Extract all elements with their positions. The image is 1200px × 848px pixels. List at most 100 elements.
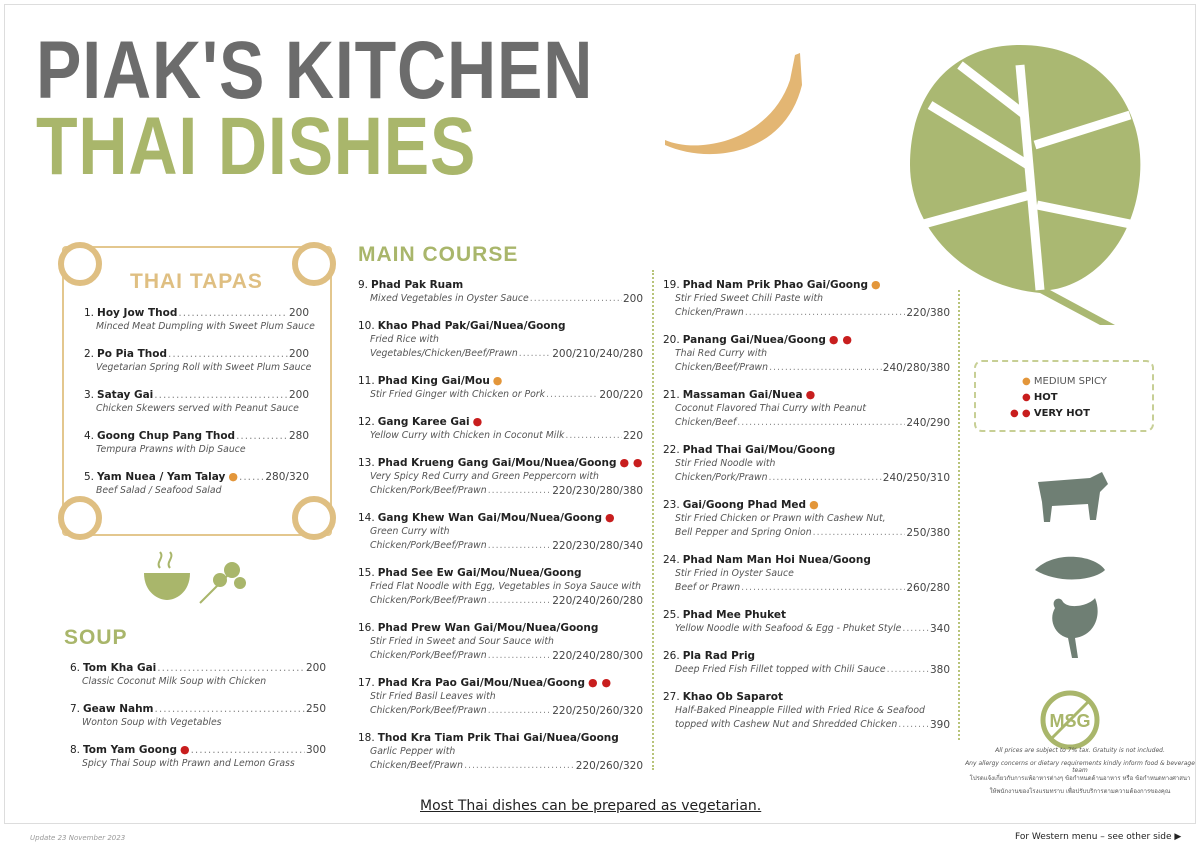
dish-description: Deep Fried Fish Fillet topped with Chili… xyxy=(663,663,950,677)
price: 220/240/280/300 xyxy=(552,650,643,662)
price: 200 xyxy=(288,348,309,360)
hot-icon: ● xyxy=(472,415,483,428)
menu-item: 7.Geaw Nahm250Wonton Soup with Vegetable… xyxy=(70,702,326,730)
dish-description: Fried Flat Noodle with Egg, Vegetables i… xyxy=(370,581,641,592)
price: 220/230/280/380 xyxy=(552,485,643,497)
dish-description: Chicken/Beef/Prawn220/260/320 xyxy=(358,759,643,773)
legend-very-hot: VERY HOT xyxy=(1033,408,1090,419)
vine-divider xyxy=(958,290,964,740)
dish-description: Garlic Pepper with xyxy=(370,746,456,757)
very-hot-icon: ● ● xyxy=(588,676,612,689)
price: 220/250/260/320 xyxy=(552,705,643,717)
dish-description: Coconut Flavored Thai Curry with Peanut xyxy=(675,403,867,414)
dish-description: Stir Fried Sweet Chili Paste with xyxy=(675,293,824,304)
price: 300 xyxy=(305,744,326,756)
western-menu-link[interactable]: For Western menu – see other side ▶ xyxy=(1015,832,1182,842)
price: 220/230/280/340 xyxy=(552,540,643,552)
price: 280 xyxy=(288,430,309,442)
medium-spicy-icon: ● xyxy=(871,278,881,291)
dish-description: Chicken Skewers served with Peanut Sauce xyxy=(96,403,299,414)
thai-note-2: ให้พนักงานของโรงแรมทราบ เพื่อปรับบริการต… xyxy=(989,788,1171,795)
soup-bowl-herbs-icon xyxy=(144,551,246,604)
dish-description: Vegetarian Spring Roll with Sweet Plum S… xyxy=(96,362,312,373)
dish-description: Chicken/Beef/Prawn240/280/380 xyxy=(663,361,950,375)
vine-divider xyxy=(652,270,658,770)
thai-tapas-frame xyxy=(58,242,336,540)
dish-name: Phad Mee Phuket xyxy=(682,609,786,621)
dish-description: Beef or Prawn260/280 xyxy=(663,581,950,595)
menu-item: 10. Khao Phad Pak/Gai/Nuea/Goong Fried Ric… xyxy=(358,319,643,361)
dish-description: Stir Fried Noodle with xyxy=(675,458,776,469)
price: 250/380 xyxy=(906,527,950,539)
dish-description: Stir Fried in Sweet and Sour Sauce with xyxy=(370,636,554,647)
dish-description: Classic Coconut Milk Soup with Chicken xyxy=(82,676,267,687)
chili-icon xyxy=(665,53,802,155)
dish-description: Chicken/Pork/Prawn240/250/310 xyxy=(663,471,950,485)
menu-item: 13. Phad Krueng Gang Gai/Mou/Nuea/Goong ● … xyxy=(358,456,643,498)
menu-item: 14. Gang Khew Wan Gai/Mou/Nuea/Goong ● Gree… xyxy=(358,511,643,553)
very-hot-icon: ● ● xyxy=(828,333,852,346)
dish-name: Goong Chup Pang Thod xyxy=(97,430,236,442)
dish-description: Green Curry with xyxy=(370,526,450,537)
menu-item: 25. Phad Mee Phuket Yellow Noodle with Sea… xyxy=(663,608,950,636)
dish-name: Panang Gai/Nuea/Goong xyxy=(682,334,826,346)
soup-heading: SOUP xyxy=(64,626,128,649)
dish-description: Stir Fried Basil Leaves with xyxy=(370,691,496,702)
dish-name: Gai/Goong Phad Med xyxy=(682,499,807,511)
dish-description: Stir Fried Ginger with Chicken or Pork20… xyxy=(358,388,643,402)
dish-description: Chicken/Beef240/290 xyxy=(663,416,950,430)
dish-description: Chicken/Prawn220/380 xyxy=(663,306,950,320)
menu-item: 15. Phad See Ew Gai/Mou/Nuea/Goong Fried F… xyxy=(358,566,643,608)
dish-name: Tom Yam Goong xyxy=(83,744,177,756)
dish-name: Phad Prew Wan Gai/Mou/Nuea/Goong xyxy=(377,622,599,634)
dish-description: Thai Red Curry with xyxy=(675,348,768,359)
ornament-icon xyxy=(292,496,336,540)
dish-name: Khao Ob Saparot xyxy=(682,691,784,703)
dish-name: Gang Karee Gai xyxy=(377,416,470,428)
dish-description: Wonton Soup with Vegetables xyxy=(82,717,222,728)
dish-description: Chicken/Pork/Beef/Prawn220/230/280/380 xyxy=(358,484,643,498)
dish-description: Yellow Curry with Chicken in Coconut Mil… xyxy=(358,429,643,443)
very-hot-icon: ● ● xyxy=(619,456,643,469)
dish-description: Fried Rice with xyxy=(370,334,439,345)
vegetarian-note: Most Thai dishes can be prepared as vege… xyxy=(420,798,762,814)
price: 220/380 xyxy=(906,307,950,319)
chicken-icon xyxy=(1052,598,1098,658)
ornament-icon xyxy=(58,242,102,286)
dish-description: Half-Baked Pineapple Filled with Fried R… xyxy=(675,705,925,716)
price: 340 xyxy=(929,623,950,635)
dish-name: Pla Rad Prig xyxy=(682,650,756,662)
hot-icon: ● xyxy=(605,511,615,524)
dish-name: Gang Khew Wan Gai/Mou/Nuea/Goong xyxy=(377,512,603,524)
dish-name: Thod Kra Tiam Prik Thai Gai/Nuea/Goong xyxy=(377,732,619,744)
menu-item: 11. Phad King Gai/Mou ● Stir Fried Ginger w… xyxy=(358,374,643,402)
price: 200/220 xyxy=(599,389,643,401)
menu-item: 2.Po Pia Thod200Vegetarian Spring Roll w… xyxy=(84,347,312,375)
menu-item: 21. Massaman Gai/Nuea ● Coconut Flavored Th… xyxy=(663,388,950,430)
legend-medium: MEDIUM SPICY xyxy=(1033,376,1107,387)
menu-item: 18. Thod Kra Tiam Prik Thai Gai/Nuea/Goon… xyxy=(358,731,643,773)
menu-item: 26. Pla Rad Prig Deep Fried Fish Fillet to… xyxy=(663,649,950,677)
menu-item: 1.Hoy Jow Thod200Minced Meat Dumpling wi… xyxy=(84,306,315,334)
price: 240/280/380 xyxy=(882,362,950,374)
dish-description: Beef Salad / Seafood Salad xyxy=(96,485,222,496)
price: 200 xyxy=(622,293,643,305)
menu-item: 16. Phad Prew Wan Gai/Mou/Nuea/Goong Stir … xyxy=(358,621,643,663)
legend-hot: HOT xyxy=(1033,392,1058,403)
price: 390 xyxy=(929,719,950,731)
dish-description: Chicken/Pork/Beef/Prawn220/240/280/300 xyxy=(358,649,643,663)
dish-name: Geaw Nahm xyxy=(83,703,154,715)
dish-name: Phad Nam Man Hoi Nuea/Goong xyxy=(682,554,871,566)
thai-note-1: โปรดแจ้งเกี่ยวกับการแพ้อาหารต่างๆ ข้อกำห… xyxy=(969,775,1191,782)
prawn-icon xyxy=(1035,556,1105,580)
tax-note: All prices are subject to 7% tax. Gratui… xyxy=(995,747,1165,754)
menu-item: 6.Tom Kha Gai200Classic Coconut Milk Sou… xyxy=(70,661,326,689)
menu-item: 23. Gai/Goong Phad Med ● Stir Fried Chicken… xyxy=(663,498,950,540)
dish-description: Stir Fried in Oyster Sauce xyxy=(675,568,794,579)
dish-description: Chicken/Pork/Beef/Prawn220/250/260/320 xyxy=(358,704,643,718)
menu-item: 12. Gang Karee Gai ● Yellow Curry with Chic… xyxy=(358,415,643,443)
ornament-icon xyxy=(292,242,336,286)
medium-spicy-icon: ● xyxy=(809,498,819,511)
main-course-heading: MAIN COURSE xyxy=(358,243,519,266)
